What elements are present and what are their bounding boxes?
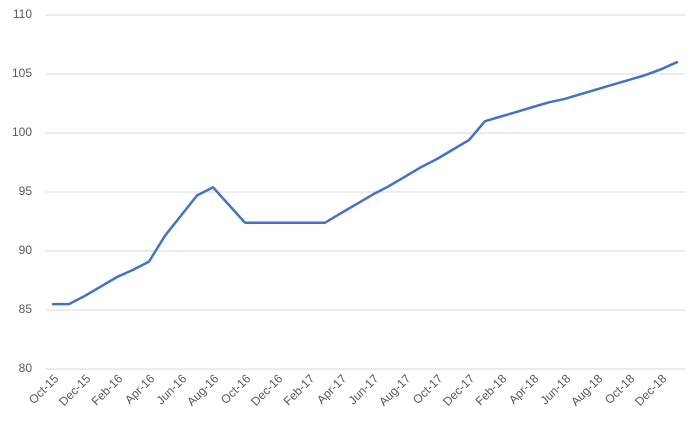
x-tick-label: Feb-17	[281, 371, 318, 408]
x-tick-label: Dec-16	[248, 371, 285, 408]
y-tick-label: 105	[12, 66, 32, 80]
x-tick-label: Aug-17	[376, 371, 413, 408]
x-tick-label: Oct-15	[26, 371, 62, 407]
x-tick-label: Apr-17	[314, 371, 350, 407]
x-tick-label: Dec-18	[632, 371, 669, 408]
x-tick-label: Aug-16	[184, 371, 221, 408]
x-tick-label: Apr-16	[122, 371, 158, 407]
x-tick-label: Feb-18	[473, 371, 510, 408]
x-tick-label: Oct-17	[410, 371, 446, 407]
x-tick-label: Oct-18	[602, 371, 638, 407]
x-tick-label: Dec-15	[56, 371, 93, 408]
y-tick-label: 80	[19, 361, 33, 375]
y-tick-label: 110	[13, 7, 32, 21]
x-tick-label: Oct-16	[218, 371, 254, 407]
data-line	[51, 60, 679, 306]
y-tick-label: 90	[19, 243, 33, 257]
x-tick-label: Feb-16	[89, 371, 126, 408]
y-tick-label: 95	[19, 184, 33, 198]
x-tick-label: Jun-17	[346, 371, 382, 407]
y-tick-label: 85	[19, 302, 33, 316]
x-tick-label: Apr-18	[506, 371, 542, 407]
x-tick-label: Aug-18	[568, 371, 605, 408]
x-tick-label: Jun-18	[538, 371, 574, 407]
x-tick-label: Dec-17	[440, 371, 477, 408]
x-tick-label: Jun-16	[154, 371, 190, 407]
y-tick-label: 100	[12, 125, 32, 139]
